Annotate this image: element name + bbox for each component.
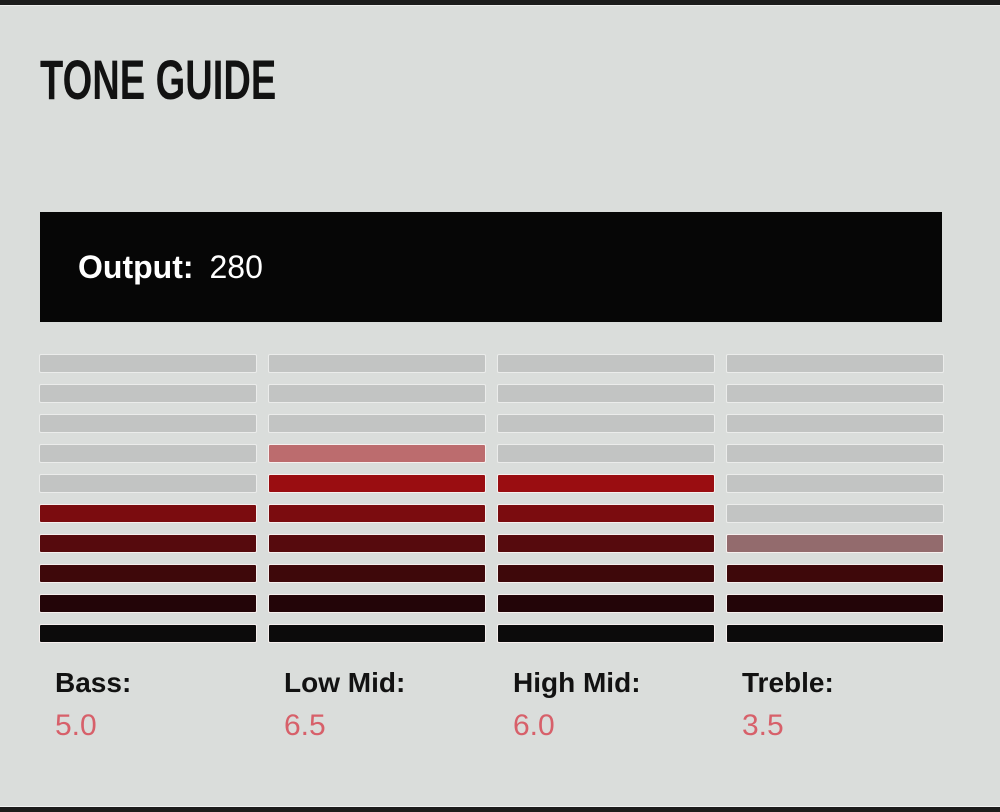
- meter-segment: [269, 385, 485, 402]
- meter-segment: [498, 475, 714, 492]
- meter-caption-bass: Bass: 5.0: [40, 666, 256, 743]
- meter-caption-low-mid: Low Mid: 6.5: [269, 666, 485, 743]
- meter-segment: [40, 415, 256, 432]
- meter-segment: [727, 445, 943, 462]
- meter-column-bass: [40, 355, 256, 642]
- category-label: Treble:: [742, 667, 834, 698]
- meter-caption-treble: Treble: 3.5: [727, 666, 943, 743]
- meter-segment: [727, 385, 943, 402]
- meter-segment: [40, 385, 256, 402]
- meter-segment: [40, 625, 256, 642]
- meter-segment: [269, 505, 485, 522]
- category-value: 6.5: [284, 709, 326, 742]
- eq-labels: Bass: 5.0 Low Mid: 6.5 High Mid: 6.0 Treble: 3.…: [40, 666, 943, 743]
- meter-segment: [269, 535, 485, 552]
- meter-segment: [40, 355, 256, 372]
- meter-column-high-mid: [498, 355, 714, 642]
- meter-segment: [269, 475, 485, 492]
- meter-segment: [40, 595, 256, 612]
- meter-segment: [727, 565, 943, 582]
- output-bar: Output: 280: [40, 212, 942, 322]
- meter-segment: [727, 535, 943, 552]
- category-label: High Mid:: [513, 667, 641, 698]
- meter-segment: [498, 505, 714, 522]
- meter-segment: [498, 595, 714, 612]
- meter-segment: [40, 445, 256, 462]
- meter-segment: [727, 505, 943, 522]
- meter-column-treble: [727, 355, 943, 642]
- meter-segment: [727, 355, 943, 372]
- meter-segment: [269, 595, 485, 612]
- bottom-border: [0, 807, 1000, 812]
- output-label: Output:: [78, 248, 194, 285]
- top-border: [0, 0, 1000, 5]
- meter-caption-high-mid: High Mid: 6.0: [498, 666, 714, 743]
- page-title: TONE GUIDE: [40, 48, 277, 111]
- meter-segment: [269, 415, 485, 432]
- meter-column-low-mid: [269, 355, 485, 642]
- meter-segment: [727, 475, 943, 492]
- meter-segment: [269, 355, 485, 372]
- category-value: 3.5: [742, 709, 784, 742]
- category-value: 6.0: [513, 709, 555, 742]
- meter-segment: [269, 445, 485, 462]
- meter-segment: [269, 625, 485, 642]
- meter-segment: [727, 415, 943, 432]
- meter-segment: [40, 535, 256, 552]
- meter-segment: [498, 355, 714, 372]
- meter-segment: [498, 415, 714, 432]
- meter-segment: [269, 565, 485, 582]
- meter-segment: [498, 445, 714, 462]
- meter-segment: [498, 385, 714, 402]
- meter-segment: [498, 535, 714, 552]
- meter-segment: [40, 475, 256, 492]
- meter-segment: [498, 565, 714, 582]
- output-value: 280: [209, 248, 263, 285]
- meter-segment: [727, 595, 943, 612]
- meter-segment: [498, 625, 714, 642]
- meter-segment: [727, 625, 943, 642]
- eq-meters: [40, 355, 943, 642]
- meter-segment: [40, 565, 256, 582]
- category-label: Low Mid:: [284, 667, 406, 698]
- meter-segment: [40, 505, 256, 522]
- category-value: 5.0: [55, 709, 97, 742]
- category-label: Bass:: [55, 667, 132, 698]
